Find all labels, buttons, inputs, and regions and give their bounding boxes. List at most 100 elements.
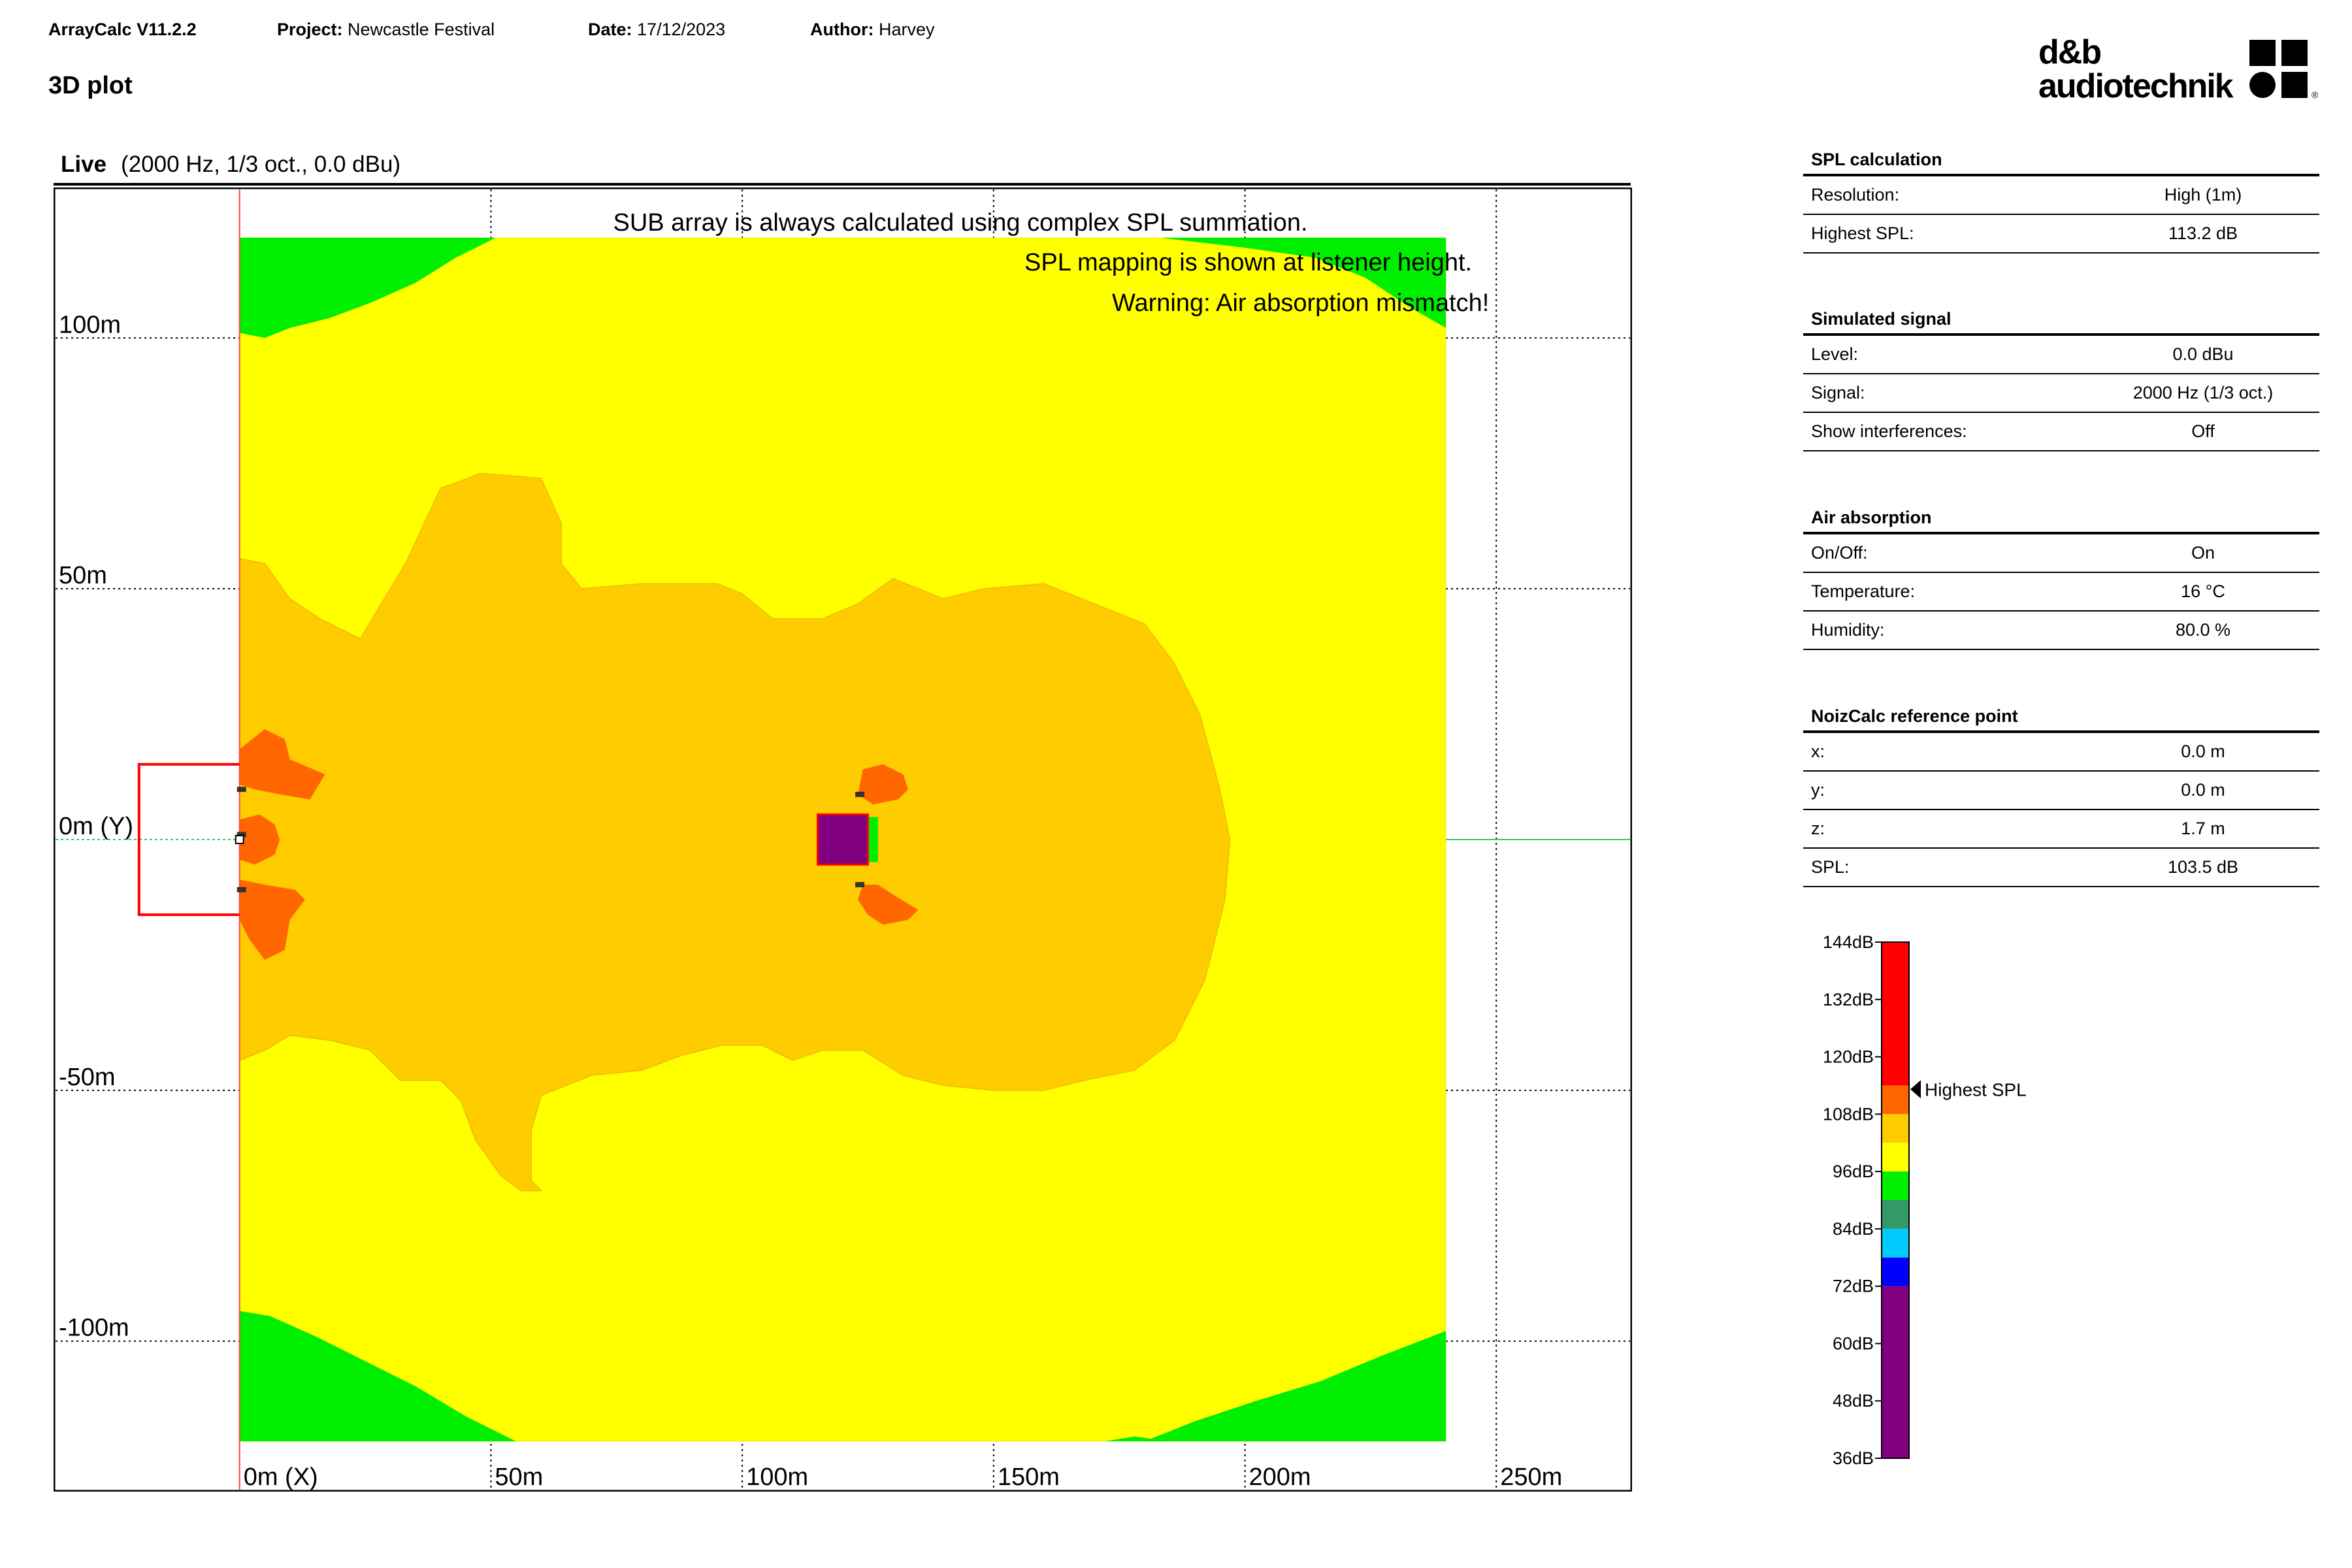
plot-note-2: SPL mapping is shown at listener height.	[1024, 249, 1472, 276]
row-value: 0.0 dBu	[2172, 344, 2234, 364]
spl-calculation-panel: SPL calculation Resolution: High (1m) Hig…	[1803, 145, 2319, 253]
row-label: Show interferences:	[1811, 421, 1967, 441]
row-label: x:	[1811, 742, 1825, 761]
row-label: Humidity:	[1811, 620, 1885, 640]
scale-tick-label: 36dB	[1833, 1448, 1874, 1468]
spl-hotspot-lower-left	[239, 879, 305, 960]
noizcalc-title: NoizCalc reference point	[1803, 702, 2319, 733]
row-label: Temperature:	[1811, 581, 1916, 601]
spl-area-green-top-right	[1159, 237, 1446, 328]
row-value: Off	[2191, 421, 2215, 441]
scale-tick-label: 120dB	[1823, 1047, 1874, 1067]
row-value: 0.0 m	[2181, 742, 2225, 761]
noizcalc-reference-point-icon	[235, 835, 244, 844]
speaker-icon	[855, 882, 865, 888]
row-label: Level:	[1811, 344, 1859, 364]
row-label: y:	[1811, 780, 1825, 800]
spl-row-resolution: Resolution: High (1m)	[1803, 176, 2319, 215]
scale-tick-label: 84dB	[1833, 1219, 1874, 1239]
row-value: 0.0 m	[2181, 780, 2225, 800]
plot-top-rule	[54, 183, 1631, 186]
y-tick-label: -100m	[59, 1315, 129, 1342]
y-tick-label: 0m (Y)	[59, 813, 133, 840]
row-value: 2000 Hz (1/3 oct.)	[2132, 383, 2274, 402]
scale-tick-label: 144dB	[1823, 934, 1874, 952]
row-label: Resolution:	[1811, 185, 1900, 204]
highest-spl-label: Highest SPL	[1925, 1079, 2027, 1100]
plot-note-1: SUB array is always calculated using com…	[613, 209, 1307, 237]
color-band	[1882, 1143, 1909, 1172]
speaker-icon	[237, 832, 246, 838]
color-band	[1882, 1171, 1909, 1200]
x-tick-label: 250m	[1500, 1463, 1562, 1491]
logo-registered: ®	[2311, 90, 2319, 100]
air-absorption-panel: Air absorption On/Off: On Temperature: 16 …	[1803, 503, 2319, 650]
view-title: Live (2000 Hz, 1/3 oct., 0.0 dBu)	[61, 152, 401, 177]
x-tick-label: 0m (X)	[244, 1463, 318, 1491]
noiz-row-z: z: 1.7 m	[1803, 810, 2319, 849]
row-value: 113.2 dB	[2168, 223, 2238, 243]
row-value: High (1m)	[2164, 185, 2242, 204]
simulated-signal-panel: Simulated signal Level: 0.0 dBu Signal: 20…	[1803, 304, 2319, 451]
row-label: On/Off:	[1811, 543, 1868, 563]
logo-line2: audiotechnik	[2038, 67, 2234, 105]
brand-logo: d&b audiotechnik	[2038, 33, 2234, 105]
y-tick-label: 50m	[59, 562, 107, 589]
author-value: Harvey	[878, 20, 935, 39]
spl-hotspot-lower-center	[858, 885, 919, 925]
scale-tick-label: 132dB	[1823, 990, 1874, 1009]
noiz-row-x: x: 0.0 m	[1803, 733, 2319, 772]
speaker-icon	[237, 887, 246, 892]
color-scale-ticks: 144dB 132dB 120dB 108dB 96dB 84dB 72dB 60dB 48dB…	[1823, 934, 1882, 1468]
x-tick-label: 50m	[495, 1463, 543, 1491]
x-tick-label: 150m	[998, 1463, 1060, 1491]
signal-row-interferences: Show interferences: Off	[1803, 413, 2319, 451]
spl-area-orange	[239, 472, 1231, 1192]
air-absorption-title: Air absorption	[1803, 503, 2319, 534]
page-title: 3D plot	[48, 72, 133, 99]
simulated-signal-title: Simulated signal	[1803, 304, 2319, 336]
air-row-onoff: On/Off: On	[1803, 534, 2319, 573]
row-value: 16 °C	[2181, 581, 2225, 601]
spl-plot: 0m (X) 50m 100m 150m 200m 250m 100m 50m 0m (Y) -…	[54, 188, 1632, 1492]
noizcalc-panel: NoizCalc reference point x: 0.0 m y: 0.0 m…	[1803, 702, 2319, 887]
noiz-row-y: y: 0.0 m	[1803, 772, 2319, 810]
row-value: 80.0 %	[2175, 620, 2231, 640]
spl-color-scale: 144dB 132dB 120dB 108dB 96dB 84dB 72dB 60dB 48dB…	[1823, 934, 2027, 1468]
color-band	[1882, 1228, 1909, 1258]
plot-note-3: Warning: Air absorption mismatch!	[1112, 289, 1489, 317]
logo-line1: d&b	[2038, 33, 2102, 71]
color-band	[1882, 942, 1909, 1086]
view-subtitle: (2000 Hz, 1/3 oct., 0.0 dBu)	[121, 152, 401, 177]
spl-calculation-title: SPL calculation	[1803, 145, 2319, 176]
row-label: Highest SPL:	[1811, 223, 1914, 243]
scale-tick-label: 72dB	[1833, 1277, 1874, 1296]
x-tick-label: 200m	[1249, 1463, 1311, 1491]
color-band	[1882, 1085, 1909, 1115]
spl-hotspot-upper-center	[858, 764, 908, 805]
stage-outline	[137, 762, 240, 917]
scale-tick-label: 96dB	[1833, 1162, 1874, 1181]
spl-hotspot-mid-left	[239, 814, 280, 865]
signal-row-level: Level: 0.0 dBu	[1803, 336, 2319, 374]
date-info: Date: 17/12/2023	[588, 20, 726, 39]
delay-tower	[817, 813, 878, 866]
y-axis-tick-labels: 100m 50m 0m (Y) -50m -100m	[59, 311, 133, 1341]
row-value: 103.5 dB	[2167, 857, 2239, 877]
color-band	[1882, 1257, 1909, 1286]
scale-tick-label: 60dB	[1833, 1333, 1874, 1353]
color-scale-frame	[1881, 941, 1910, 1459]
x-axis-tick-labels: 0m (X) 50m 100m 150m 200m 250m	[244, 1463, 1563, 1491]
date-value: 17/12/2023	[637, 20, 726, 39]
signal-row-signal: Signal: 2000 Hz (1/3 oct.)	[1803, 374, 2319, 413]
noiz-row-spl: SPL: 103.5 dB	[1803, 849, 2319, 887]
spl-area-green-top-left	[239, 237, 497, 338]
spl-hotspot-upper-left	[239, 729, 325, 800]
row-label: z:	[1811, 819, 1825, 838]
y-tick-label: 100m	[59, 311, 121, 338]
speaker-icon	[237, 787, 246, 792]
app-name: ArrayCalc V11.2.2	[48, 20, 197, 39]
row-value: 1.7 m	[2181, 819, 2225, 838]
spl-row-highest: Highest SPL: 113.2 dB	[1803, 215, 2319, 253]
row-label: SPL:	[1811, 857, 1850, 877]
